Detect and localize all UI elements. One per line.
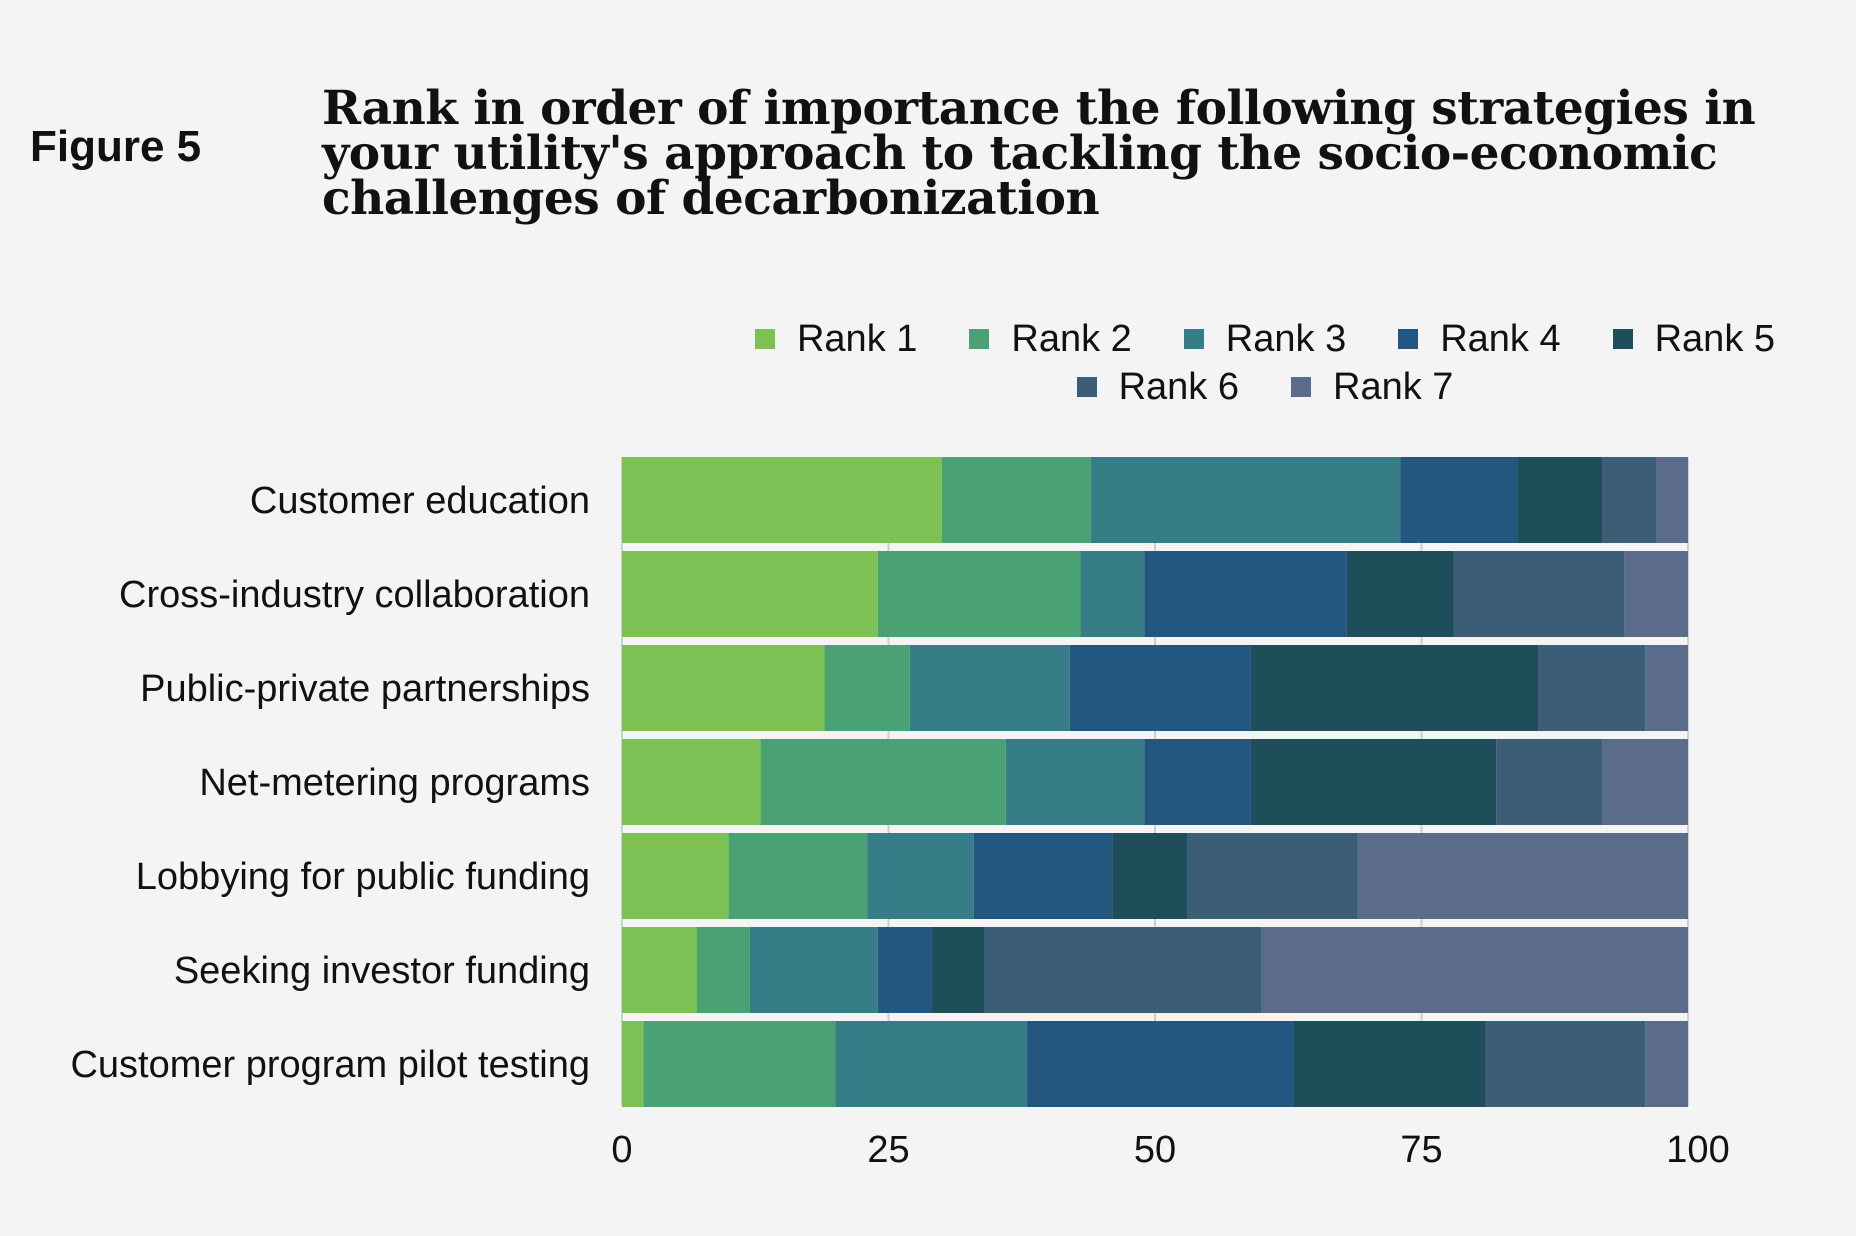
chart-title: Rank in order of importance the followin… [322,81,1756,226]
bar-seeking-investor-funding-rank-5 [931,927,985,1013]
bar-lobbying-for-public-funding-rank-5 [1112,833,1187,919]
bar-public-private-partnerships-rank-3 [909,645,1070,731]
bar-customer-education-rank-5 [1517,457,1603,543]
bar-lobbying-for-public-funding-rank-1 [622,833,729,919]
bar-seeking-investor-funding-rank-1 [622,927,697,1013]
x-tick-label: 100 [1666,1129,1729,1171]
bar-lobbying-for-public-funding-rank-6 [1186,833,1358,919]
legend-swatch [969,329,990,349]
bar-customer-program-pilot-testing-rank-6 [1485,1021,1646,1107]
figure-label: Figure 5 [30,122,202,171]
legend-item-rank-4: Rank 4 [1398,318,1561,360]
bar-lobbying-for-public-funding-rank-4 [973,833,1113,919]
category-label-net-metering-programs: Net-metering programs [199,762,590,804]
bar-customer-education-rank-6 [1602,457,1657,543]
bar-cross-industry-collaboration-rank-2 [877,551,1081,637]
bar-net-metering-programs-rank-1 [622,739,761,825]
legend-item-rank-5: Rank 5 [1612,318,1775,360]
legend-swatch [1612,329,1633,349]
category-label-cross-industry-collaboration: Cross-industry collaboration [119,574,590,616]
bar-public-private-partnerships-rank-6 [1538,645,1646,731]
chart-legend: Rank 1 Rank 2 Rank 3 Rank 4 Rank 5 Rank 6 Rank… [700,318,1830,408]
x-tick-label: 50 [1134,1129,1176,1171]
bar-customer-program-pilot-testing-rank-2 [643,1021,836,1107]
bar-public-private-partnerships-rank-7 [1645,645,1688,731]
bar-cross-industry-collaboration-rank-3 [1080,551,1145,637]
bar-customer-education-rank-3 [1091,457,1401,543]
bar-customer-program-pilot-testing-rank-1 [622,1021,644,1107]
bar-customer-education-rank-4 [1400,457,1518,543]
legend-swatch [1076,377,1097,397]
category-label-public-private-partnerships: Public-private partnerships [140,668,590,710]
legend-label: Rank 7 [1333,365,1454,408]
bar-net-metering-programs-rank-3 [1005,739,1145,825]
bar-customer-education-rank-2 [941,457,1092,543]
bar-customer-program-pilot-testing-rank-3 [835,1021,1028,1107]
legend-swatch [1398,329,1419,349]
bar-net-metering-programs-rank-7 [1602,739,1688,825]
bar-cross-industry-collaboration-rank-1 [622,551,878,637]
bar-lobbying-for-public-funding-rank-7 [1357,833,1688,919]
legend-label: Rank 1 [796,317,918,360]
bar-cross-industry-collaboration-rank-5 [1346,551,1454,637]
legend-label: Rank 6 [1118,365,1239,408]
category-label-lobbying-for-public-funding: Lobbying for public funding [136,856,590,898]
bar-public-private-partnerships-rank-2 [824,645,910,731]
legend-label: Rank 3 [1225,317,1347,360]
legend-label: Rank 5 [1654,317,1776,360]
bar-customer-program-pilot-testing-rank-5 [1293,1021,1486,1107]
bar-seeking-investor-funding-rank-6 [984,927,1262,1013]
bar-seeking-investor-funding-rank-4 [877,927,932,1013]
legend-swatch [1291,377,1311,397]
bar-public-private-partnerships-rank-4 [1069,645,1251,731]
bar-seeking-investor-funding-rank-3 [749,927,878,1013]
x-tick-label: 0 [611,1129,632,1171]
bar-net-metering-programs-rank-2 [760,739,1006,825]
bar-lobbying-for-public-funding-rank-2 [728,833,868,919]
legend-item-rank-7: Rank 7 [1291,366,1453,408]
legend-label: Rank 2 [1011,317,1132,360]
bar-net-metering-programs-rank-5 [1250,739,1497,825]
bar-net-metering-programs-rank-4 [1144,739,1251,825]
bar-customer-program-pilot-testing-rank-4 [1027,1021,1294,1107]
bar-customer-education-rank-7 [1656,457,1688,543]
category-label-seeking-investor-funding: Seeking investor funding [174,950,590,992]
bar-cross-industry-collaboration-rank-7 [1624,551,1688,637]
legend-swatch [1183,329,1204,349]
bar-seeking-investor-funding-rank-7 [1261,927,1688,1013]
legend-item-rank-6: Rank 6 [1076,366,1239,408]
legend-label: Rank 4 [1440,317,1561,360]
x-axis-ticks: 0 25 50 75 100 [611,1129,1729,1171]
category-labels: Customer education Cross-industry collabo… [70,480,590,1086]
bar-cross-industry-collaboration-rank-4 [1144,551,1347,637]
x-tick-label: 75 [1400,1129,1442,1171]
bar-public-private-partnerships-rank-5 [1250,645,1539,731]
bar-seeking-investor-funding-rank-2 [696,927,750,1013]
legend-swatch [754,329,775,349]
bar-customer-program-pilot-testing-rank-7 [1645,1021,1688,1107]
category-label-customer-program-pilot-testing: Customer program pilot testing [70,1044,590,1086]
bar-net-metering-programs-rank-6 [1496,739,1603,825]
bar-customer-education-rank-1 [622,457,942,543]
legend-item-rank-3: Rank 3 [1183,318,1346,360]
bar-cross-industry-collaboration-rank-6 [1453,551,1625,637]
bar-public-private-partnerships-rank-1 [622,645,825,731]
x-tick-label: 25 [867,1129,909,1171]
legend-item-rank-1: Rank 1 [754,318,917,360]
bars [622,457,1688,1107]
legend-item-rank-2: Rank 2 [969,318,1132,360]
category-label-customer-education: Customer education [250,480,590,522]
bar-lobbying-for-public-funding-rank-3 [867,833,974,919]
